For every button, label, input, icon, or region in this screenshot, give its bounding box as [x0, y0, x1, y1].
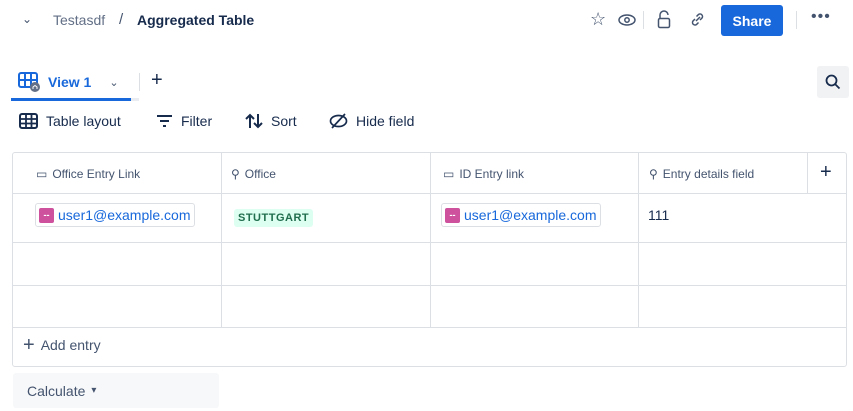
add-column-button[interactable]: +: [820, 161, 832, 183]
row-divider: [13, 193, 846, 194]
column-header-office-entry-link[interactable]: ▭ Office Entry Link: [36, 167, 140, 181]
add-entry-label: Add entry: [40, 337, 101, 353]
table-layout-button[interactable]: Table layout: [19, 113, 121, 129]
add-view-button[interactable]: +: [151, 69, 163, 91]
chevron-down-icon[interactable]: ⌄: [22, 12, 33, 26]
entry-details-cell[interactable]: 111: [648, 207, 670, 223]
col-divider: [638, 153, 639, 327]
folder-icon: ▭: [36, 167, 48, 181]
column-label: Office: [244, 167, 276, 181]
tab-underline: [11, 98, 139, 101]
top-bar: ⌄ Testasdf / Aggregated Table ☆ Share ••…: [0, 0, 853, 40]
entry-link-chip[interactable]: -- user1@example.com: [441, 203, 601, 227]
filter-icon: [157, 115, 172, 127]
chip-label: user1@example.com: [464, 207, 597, 223]
chevron-down-icon[interactable]: ⌄: [109, 76, 119, 89]
sort-icon: [245, 113, 263, 129]
col-divider: [430, 153, 431, 327]
row-divider: [13, 285, 846, 286]
table-view-icon: [18, 72, 40, 92]
more-icon[interactable]: •••: [811, 8, 831, 25]
eye-off-icon: [329, 113, 348, 129]
filter-label: Filter: [181, 113, 213, 129]
page-title: Aggregated Table: [137, 12, 255, 28]
data-table: ▭ Office Entry Link ⚲ Office ▭ ID Entry lin…: [12, 152, 847, 367]
row-divider: [13, 242, 846, 243]
sort-button[interactable]: Sort: [245, 113, 297, 129]
search-button[interactable]: [817, 66, 849, 98]
entry-icon: --: [445, 207, 460, 223]
entry-link-chip[interactable]: -- user1@example.com: [35, 203, 195, 227]
add-entry-button[interactable]: + Add entry: [23, 334, 101, 356]
col-divider: [807, 153, 808, 193]
entry-icon: --: [39, 207, 54, 223]
search-icon: ⚲: [649, 167, 658, 181]
tab-view-1[interactable]: View 1 ⌄: [18, 72, 119, 92]
hide-field-button[interactable]: Hide field: [329, 113, 414, 129]
column-header-entry-details[interactable]: ⚲ Entry details field: [649, 167, 754, 181]
sort-label: Sort: [271, 113, 297, 129]
unlock-icon[interactable]: [657, 10, 671, 29]
folder-icon: ▭: [443, 167, 455, 181]
link-icon[interactable]: [689, 11, 706, 28]
star-icon[interactable]: ☆: [590, 9, 607, 29]
filter-button[interactable]: Filter: [156, 113, 212, 129]
search-icon: [825, 74, 841, 90]
column-label: Office Entry Link: [52, 167, 141, 181]
breadcrumb-parent[interactable]: Testasdf: [53, 12, 106, 28]
status-lozenge: STUTTGART: [234, 209, 314, 227]
divider: [796, 11, 797, 29]
tab-label: View 1: [48, 74, 92, 90]
chip-label: user1@example.com: [58, 207, 191, 223]
eye-icon[interactable]: [618, 13, 636, 27]
hide-field-label: Hide field: [356, 113, 415, 129]
divider: [139, 73, 140, 91]
column-header-office[interactable]: ⚲ Office: [231, 167, 276, 181]
column-label: Entry details field: [662, 167, 755, 181]
search-icon: ⚲: [231, 167, 240, 181]
plus-icon: +: [23, 334, 35, 356]
row-divider: [13, 327, 846, 328]
column-label: ID Entry link: [459, 167, 525, 181]
table-layout-label: Table layout: [46, 113, 121, 129]
column-header-id-entry-link[interactable]: ▭ ID Entry link: [443, 167, 524, 181]
share-button[interactable]: Share: [721, 5, 783, 36]
calculate-button[interactable]: Calculate ▾: [13, 373, 219, 408]
calculate-label: Calculate: [27, 382, 86, 399]
breadcrumb-separator: /: [119, 11, 124, 28]
chevron-down-icon: ▾: [91, 385, 97, 396]
divider: [643, 11, 644, 29]
table-icon: [19, 113, 38, 129]
col-divider: [221, 153, 222, 327]
